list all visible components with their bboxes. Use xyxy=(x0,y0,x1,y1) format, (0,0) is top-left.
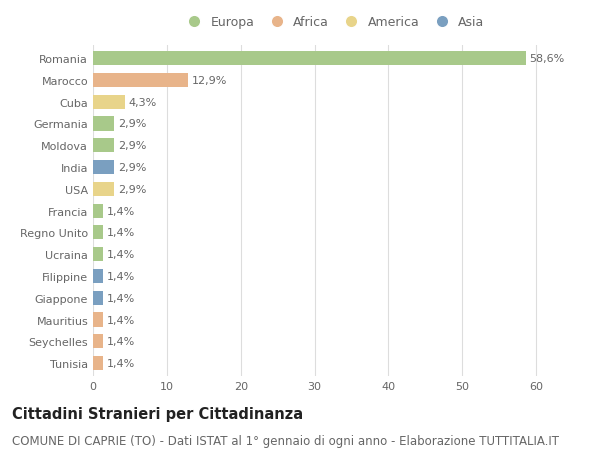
Text: 1,4%: 1,4% xyxy=(107,271,135,281)
Bar xyxy=(93,226,103,240)
Text: 12,9%: 12,9% xyxy=(192,76,227,86)
Bar xyxy=(93,204,103,218)
Bar xyxy=(93,313,103,327)
Text: COMUNE DI CAPRIE (TO) - Dati ISTAT al 1° gennaio di ogni anno - Elaborazione TUT: COMUNE DI CAPRIE (TO) - Dati ISTAT al 1°… xyxy=(12,434,559,447)
Text: 2,9%: 2,9% xyxy=(118,119,146,129)
Text: 1,4%: 1,4% xyxy=(107,358,135,368)
Bar xyxy=(93,52,526,66)
Bar xyxy=(93,117,115,131)
Text: 1,4%: 1,4% xyxy=(107,228,135,238)
Text: 2,9%: 2,9% xyxy=(118,141,146,151)
Text: 58,6%: 58,6% xyxy=(529,54,565,64)
Bar xyxy=(93,73,188,88)
Bar xyxy=(93,291,103,305)
Bar xyxy=(93,335,103,349)
Text: 2,9%: 2,9% xyxy=(118,185,146,195)
Text: 1,4%: 1,4% xyxy=(107,206,135,216)
Text: 1,4%: 1,4% xyxy=(107,250,135,260)
Bar xyxy=(93,356,103,370)
Bar xyxy=(93,139,115,153)
Legend: Europa, Africa, America, Asia: Europa, Africa, America, Asia xyxy=(178,12,488,33)
Text: 1,4%: 1,4% xyxy=(107,336,135,347)
Bar xyxy=(93,269,103,284)
Bar xyxy=(93,95,125,110)
Text: 4,3%: 4,3% xyxy=(128,97,157,107)
Bar xyxy=(93,161,115,175)
Text: 2,9%: 2,9% xyxy=(118,162,146,173)
Text: Cittadini Stranieri per Cittadinanza: Cittadini Stranieri per Cittadinanza xyxy=(12,406,303,421)
Bar xyxy=(93,247,103,262)
Bar xyxy=(93,182,115,196)
Text: 1,4%: 1,4% xyxy=(107,293,135,303)
Text: 1,4%: 1,4% xyxy=(107,315,135,325)
